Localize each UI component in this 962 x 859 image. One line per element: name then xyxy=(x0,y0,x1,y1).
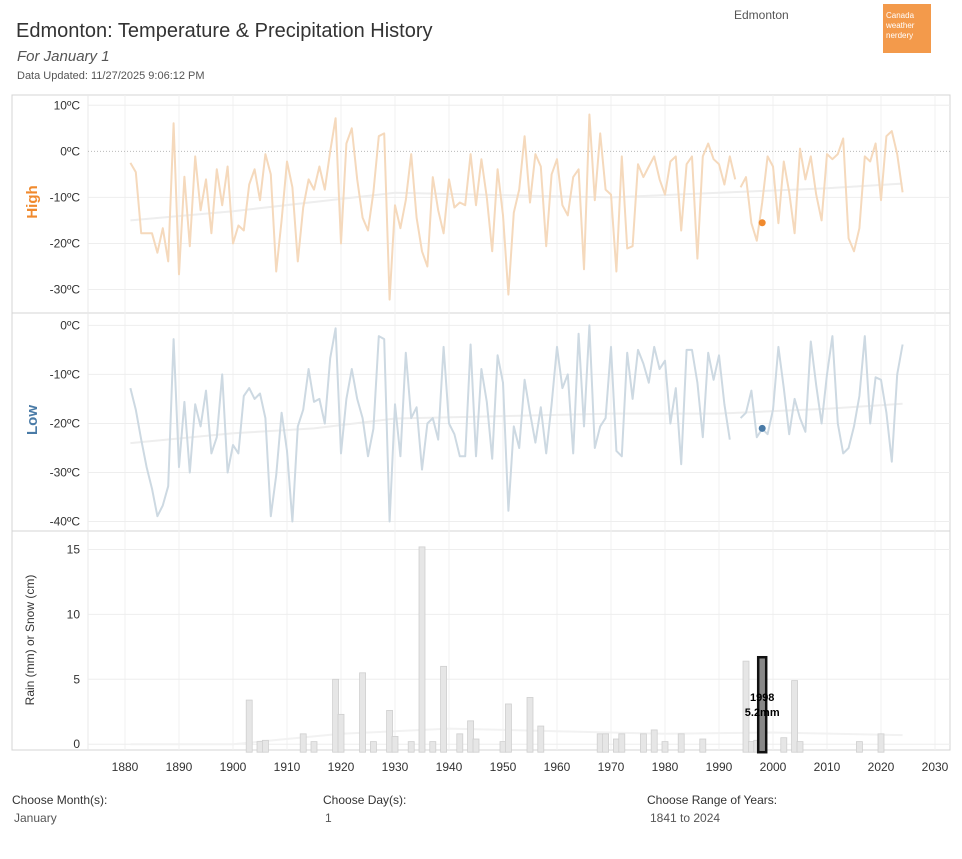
high-series-line xyxy=(739,130,904,253)
precip-bar xyxy=(386,710,394,753)
y-tick-label: -30ºC xyxy=(50,466,81,480)
precip-bar xyxy=(472,738,480,753)
y-tick-label: 10ºC xyxy=(54,98,81,112)
y-tick-label: -20ºC xyxy=(50,236,81,250)
filter-years-label: Choose Range of Years: xyxy=(647,793,778,807)
precip-bar xyxy=(742,660,750,753)
high-trend-line xyxy=(130,182,903,222)
high-axis-title: High xyxy=(24,185,41,218)
precip-bar xyxy=(245,699,253,753)
page-subtitle: For January 1 xyxy=(17,48,110,65)
precip-bar xyxy=(661,741,669,753)
precip-bar xyxy=(618,733,626,753)
precip-bar xyxy=(467,720,475,753)
y-tick-label: -30ºC xyxy=(50,282,81,296)
x-tick-label: 1940 xyxy=(436,760,463,774)
data-updated-timestamp: Data Updated: 11/27/2025 9:06:12 PM xyxy=(17,70,205,82)
precip-bar xyxy=(856,741,863,753)
x-tick-label: 2020 xyxy=(868,760,895,774)
precip-axis-title: Rain (mm) or Snow (cm) xyxy=(23,575,37,706)
x-tick-label: 1930 xyxy=(382,760,409,774)
precip-bar xyxy=(677,733,685,753)
precip-bar xyxy=(504,703,512,753)
precip-highlight-bar xyxy=(756,655,768,754)
brand-logo[interactable]: Canada weather nerdery xyxy=(883,4,931,53)
precip-bar xyxy=(299,733,307,753)
x-tick-label: 2030 xyxy=(922,760,949,774)
low-series-line xyxy=(739,335,904,463)
filter-years-value[interactable]: 1841 to 2024 xyxy=(650,811,721,825)
x-tick-label: 1880 xyxy=(112,760,139,774)
precip-bar xyxy=(407,741,415,753)
precip-bar xyxy=(526,697,534,753)
precip-bar xyxy=(337,713,345,753)
y-tick-label: 0ºC xyxy=(60,318,80,332)
precip-bar xyxy=(369,741,377,753)
y-tick-label: 5 xyxy=(73,672,80,686)
precip-bar xyxy=(440,665,448,753)
precip-bar xyxy=(310,741,318,753)
x-tick-label: 1960 xyxy=(544,760,571,774)
y-tick-label: 0ºC xyxy=(60,144,80,158)
x-tick-label: 1890 xyxy=(166,760,193,774)
precip-bar xyxy=(261,739,269,753)
x-tick-label: 1950 xyxy=(490,760,517,774)
x-tick-label: 2010 xyxy=(814,760,841,774)
y-tick-label: 10 xyxy=(67,607,81,621)
precip-bar xyxy=(359,672,367,753)
y-tick-label: 0 xyxy=(73,737,80,751)
x-tick-label: 1990 xyxy=(706,760,733,774)
y-tick-label: -40ºC xyxy=(50,515,81,529)
x-tick-label: 2000 xyxy=(760,760,787,774)
filter-day-value[interactable]: 1 xyxy=(325,811,332,825)
low-trend-line xyxy=(130,402,903,445)
low-highlight-dot xyxy=(758,424,766,432)
precip-bar xyxy=(456,733,464,753)
precip-bar xyxy=(699,738,707,753)
page-title: Edmonton: Temperature & Precipitation Hi… xyxy=(16,20,433,42)
precip-bar xyxy=(780,737,788,753)
y-tick-label: -10ºC xyxy=(50,367,81,381)
precip-bar xyxy=(391,736,399,753)
logo-line: nerdery xyxy=(886,31,914,40)
high-series-line xyxy=(129,113,737,301)
logo-line: weather xyxy=(886,21,915,30)
logo-line: Canada xyxy=(886,11,915,20)
chart-frame xyxy=(11,94,951,751)
filter-month-label: Choose Month(s): xyxy=(12,793,108,807)
precip-bar xyxy=(602,733,609,753)
low-axis-title: Low xyxy=(24,405,41,435)
x-tick-label: 1900 xyxy=(220,760,247,774)
filter-month-value[interactable]: January xyxy=(14,811,57,825)
precip-bar xyxy=(640,733,647,753)
x-tick-label: 1910 xyxy=(274,760,301,774)
highlight-year-label: 1998 xyxy=(750,692,774,704)
highlight-value-label: 5.2mm xyxy=(745,707,780,719)
precip-bar xyxy=(429,741,437,753)
precip-bar xyxy=(791,680,798,753)
station-name: Edmonton xyxy=(734,8,789,22)
precip-bar xyxy=(418,546,426,753)
precip-bar xyxy=(650,729,658,753)
x-tick-label: 1920 xyxy=(328,760,355,774)
high-highlight-dot xyxy=(758,219,766,227)
precip-bar xyxy=(537,725,545,753)
y-tick-label: 15 xyxy=(67,542,81,556)
y-tick-label: -10ºC xyxy=(50,190,81,204)
y-tick-label: -20ºC xyxy=(50,416,81,430)
filter-day-label: Choose Day(s): xyxy=(323,793,407,807)
precip-bar xyxy=(877,733,885,753)
precip-bar xyxy=(796,741,804,753)
x-tick-label: 1970 xyxy=(598,760,625,774)
low-series-line xyxy=(129,324,731,523)
x-tick-label: 1980 xyxy=(652,760,679,774)
